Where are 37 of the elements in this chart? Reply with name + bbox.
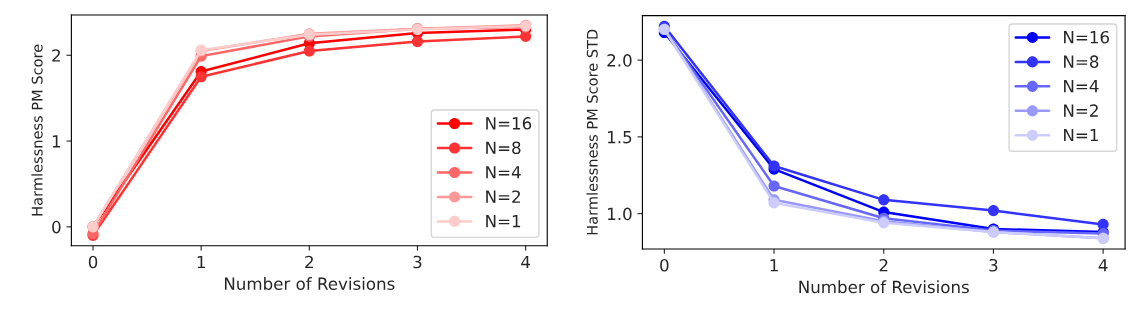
point xyxy=(411,35,424,48)
y-tick-label: 2.0 xyxy=(607,54,632,67)
legend-label: N=8 xyxy=(1064,55,1099,68)
point xyxy=(1097,218,1109,230)
x-tick-label: 1 xyxy=(770,259,778,272)
y-tick-label: 0 xyxy=(52,220,61,234)
x-tick-label: 4 xyxy=(1098,259,1108,272)
x-tick-label: 2 xyxy=(879,258,888,272)
x-tick-label: 3 xyxy=(989,258,998,272)
y-tick-label: 1 xyxy=(52,135,61,148)
legend-label: N=16 xyxy=(1064,30,1110,44)
y-tick-label: 1.5 xyxy=(608,131,632,144)
legend-label: N=2 xyxy=(1064,104,1098,117)
point xyxy=(987,205,999,217)
point xyxy=(878,194,890,206)
x-tick-label: 1 xyxy=(197,255,205,269)
point xyxy=(195,71,207,83)
x-tick-label: 0 xyxy=(88,255,98,269)
legend-label: N=2 xyxy=(486,190,520,203)
y-tick-label: 1.0 xyxy=(608,207,632,221)
y-axis-title: Harmlessness PM Score xyxy=(31,44,43,216)
legend-label: N=4 xyxy=(486,166,521,179)
y-tick-label: 2 xyxy=(52,49,60,62)
legend-label: N=1 xyxy=(486,215,521,228)
x-tick-label: 2 xyxy=(305,255,313,269)
x-axis-title: Number of Revisions xyxy=(224,277,395,291)
point xyxy=(303,45,315,57)
x-tick-label: 0 xyxy=(660,258,669,272)
x-tick-label: 4 xyxy=(521,255,530,269)
legend-label: N=1 xyxy=(1064,128,1098,142)
legend-label: N=8 xyxy=(486,141,521,155)
x-axis-title: Number of Revisions xyxy=(799,280,969,294)
point xyxy=(768,180,780,192)
y-axis-title: Harmlessness PM Score STD xyxy=(586,29,598,235)
x-tick-label: 3 xyxy=(413,255,422,269)
legend-label: N=4 xyxy=(1064,80,1099,93)
legend-label: N=16 xyxy=(486,117,532,130)
